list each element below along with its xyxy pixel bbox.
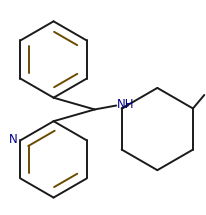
Text: N: N xyxy=(9,133,18,146)
Text: NH: NH xyxy=(117,98,134,111)
